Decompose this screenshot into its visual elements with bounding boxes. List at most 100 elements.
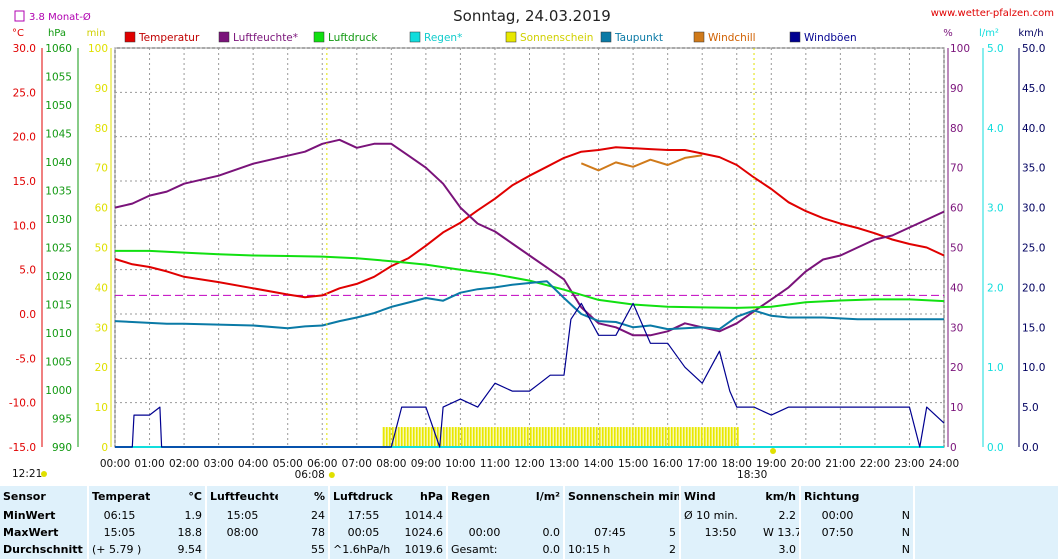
sunshine-bar: [463, 427, 466, 447]
rain-axis-tick-label: 3.0: [987, 203, 1004, 215]
sunshine-bar: [409, 427, 412, 447]
stats-row-max: MaxWert 15:05 18.8 08:00 78 00:05 1024.6…: [0, 524, 1058, 542]
sunshine-bar: [385, 427, 388, 447]
sunshine-bar: [727, 427, 730, 447]
humidity-axis-tick-label: 30: [950, 322, 963, 334]
wind-axis-tick-label: 45.0: [1022, 83, 1045, 95]
legend-label: Windböen: [804, 32, 857, 44]
sunshine-bar: [388, 427, 391, 447]
stats-header-humidity-unit: %: [278, 486, 330, 508]
sunshine-bar: [415, 427, 418, 447]
max-press-time: 00:05: [329, 524, 397, 542]
sunshine-bar: [589, 427, 592, 447]
sunshine-bar: [466, 427, 469, 447]
sunshine-bar: [619, 427, 622, 447]
legend-label: Luftdruck: [328, 32, 378, 44]
sunshine-bar: [667, 427, 670, 447]
avg-hum-time: [206, 541, 278, 559]
stats-row-label: MinWert: [0, 507, 89, 525]
x-tick-label: 19:00: [756, 458, 786, 470]
site-link[interactable]: www.wetter-pfalzen.com: [931, 8, 1054, 19]
stats-header-direction: Richtung: [800, 486, 916, 508]
sunshine-bar: [544, 427, 547, 447]
humidity-axis-tick-label: 50: [950, 243, 963, 255]
sunshine-bar: [406, 427, 409, 447]
max-press: 1024.6: [397, 524, 448, 542]
x-tick-label: 07:00: [342, 458, 372, 470]
stats-spacer: [914, 486, 1058, 508]
sunshine-bar: [562, 427, 565, 447]
sunshine-bar: [643, 427, 646, 447]
sunshine-bar: [505, 427, 508, 447]
sunshine-bar: [451, 427, 454, 447]
humidity-axis-tick-label: 10: [950, 402, 963, 414]
wind-unit-label: km/h: [1018, 28, 1043, 39]
max-wind: W 13.7: [760, 524, 802, 542]
wind-axis-tick-label: 15.0: [1022, 322, 1045, 334]
x-tick-label: 00:00: [100, 458, 130, 470]
x-tick-label: 20:00: [791, 458, 821, 470]
pressure-unit-label: hPa: [48, 28, 66, 39]
sunshine-bar: [421, 427, 424, 447]
rain-axis-tick-label: 4.0: [987, 123, 1004, 135]
sunshine-bar: [433, 427, 436, 447]
sunshine-bar: [676, 427, 679, 447]
sunshine-bar: [487, 427, 490, 447]
sunset-label: 18:30: [737, 469, 767, 481]
sunshine-bar: [736, 427, 739, 447]
avg-dir-time: [800, 541, 875, 559]
sunshine-axis-tick-label: 50: [95, 243, 108, 255]
sunshine-bar: [703, 427, 706, 447]
sunshine-bar: [526, 427, 529, 447]
sunshine-bar: [613, 427, 616, 447]
stats-row-min: MinWert 06:15 1.9 15:05 24 17:55 1014.4 …: [0, 507, 1058, 525]
sunshine-bar: [586, 427, 589, 447]
legend-swatch: [600, 31, 612, 43]
min-hum: 24: [278, 507, 330, 525]
x-tick-label: 15:00: [618, 458, 648, 470]
sunshine-bar: [679, 427, 682, 447]
sunshine-bar: [535, 427, 538, 447]
stats-header-row: Sensor Temperatur °C Luftfeuchte % Luftd…: [0, 486, 1058, 508]
sunshine-bar: [631, 427, 634, 447]
x-tick-label: 23:00: [894, 458, 924, 470]
sunshine-bar: [652, 427, 655, 447]
stats-header-temperature: Temperatur: [88, 486, 150, 508]
x-tick-label: 04:00: [238, 458, 268, 470]
sunshine-bar: [685, 427, 688, 447]
min-dir: N: [874, 507, 916, 525]
sunshine-bar: [514, 427, 517, 447]
sunshine-bar: [637, 427, 640, 447]
x-tick-label: 24:00: [929, 458, 959, 470]
temperature-axis-tick-label: 0.0: [19, 309, 36, 321]
sunshine-bar: [598, 427, 601, 447]
temperature-axis-tick-label: 5.0: [19, 265, 36, 277]
sunshine-bar: [634, 427, 637, 447]
stats-header-sensor: Sensor: [0, 486, 89, 508]
min-rain-time: [447, 507, 521, 525]
sunshine-axis-tick-label: 0: [101, 442, 108, 454]
sunshine-bar: [721, 427, 724, 447]
legend-swatch: [124, 31, 136, 43]
temperature-axis-tick-label: 15.0: [13, 176, 36, 188]
sunshine-bar: [493, 427, 496, 447]
sunshine-bar: [571, 427, 574, 447]
x-tick-label: 06:00: [307, 458, 337, 470]
sunshine-bar: [469, 427, 472, 447]
sunshine-bar: [718, 427, 721, 447]
pressure-axis-tick-label: 1025: [45, 243, 72, 255]
legend: Temperatur Luftfeuchte* Luftdruck Regen* Son…: [124, 31, 857, 44]
sunshine-axis-tick-label: 30: [95, 322, 108, 334]
pressure-axis-tick-label: 1060: [45, 43, 72, 55]
legend-label: Sonnenschein: [520, 32, 593, 44]
sunshine-bar: [520, 427, 523, 447]
sunshine-axis-tick-label: 40: [95, 282, 108, 294]
pressure-axis-tick-label: 990: [52, 442, 72, 454]
sunshine-bar: [715, 427, 718, 447]
pressure-axis-tick-label: 1020: [45, 271, 72, 283]
pressure-axis-tick-label: 1015: [45, 300, 72, 312]
sunshine-bar: [499, 427, 502, 447]
stats-header-temperature-unit: °C: [150, 486, 207, 508]
sunshine-bar: [568, 427, 571, 447]
sunshine-bar: [592, 427, 595, 447]
